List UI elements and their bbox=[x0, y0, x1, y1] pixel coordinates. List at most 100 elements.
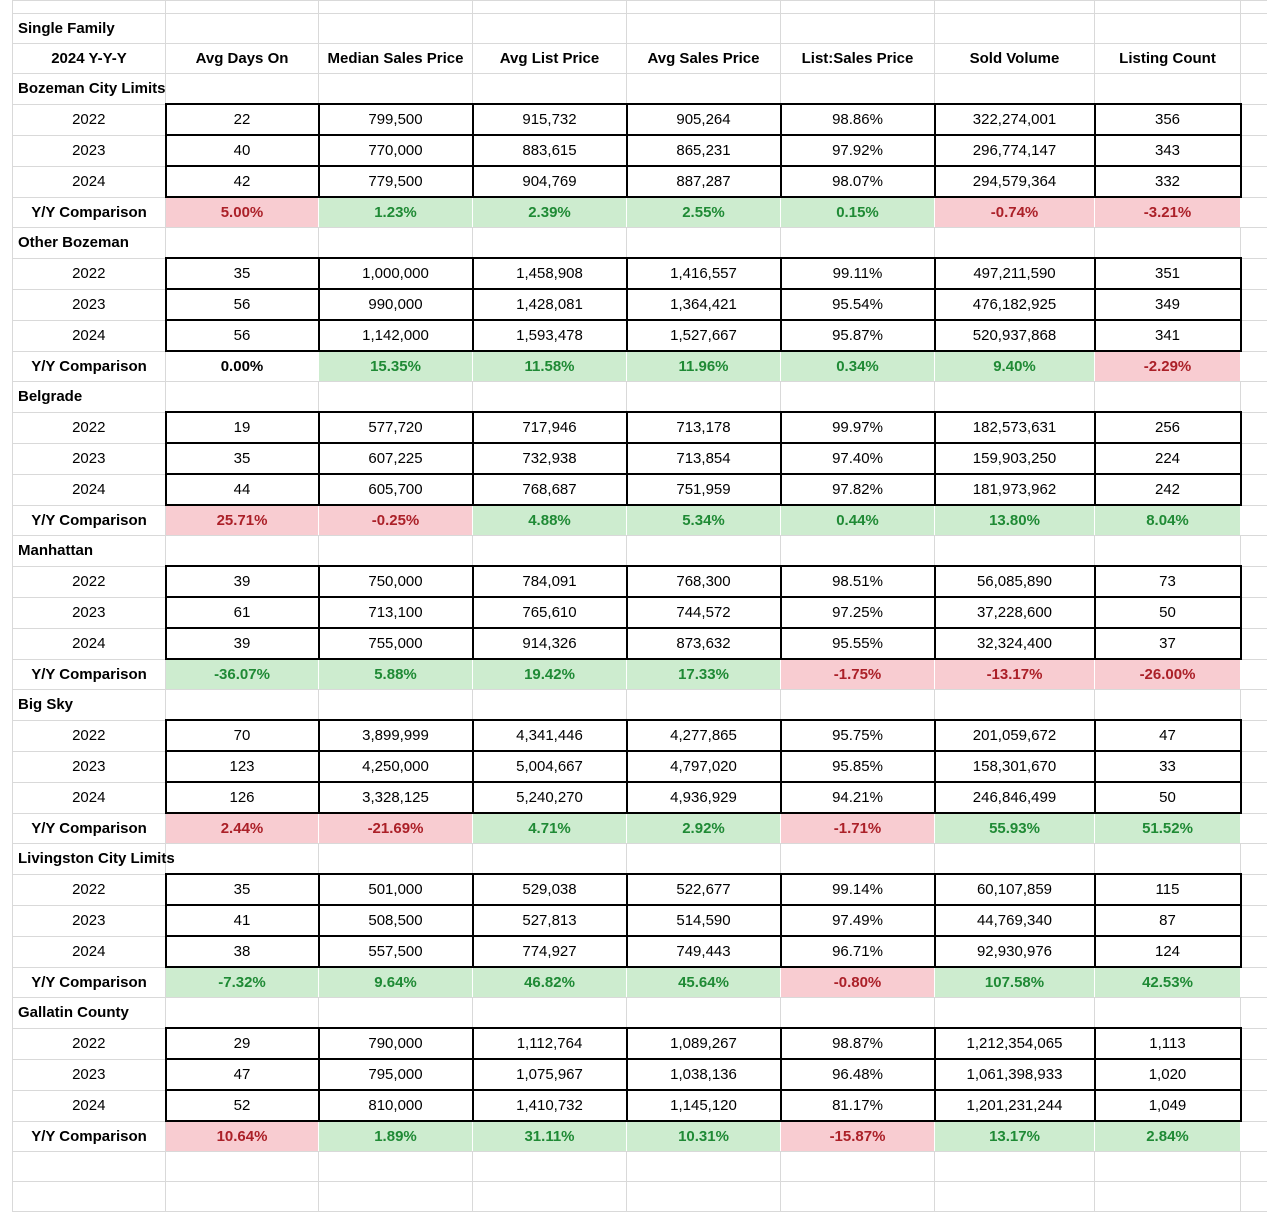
empty-cell[interactable] bbox=[166, 844, 319, 875]
value-cell[interactable]: 123 bbox=[166, 751, 319, 782]
empty-cell[interactable] bbox=[1241, 936, 1267, 967]
value-cell[interactable]: 713,100 bbox=[319, 597, 473, 628]
value-cell[interactable]: 749,443 bbox=[627, 936, 781, 967]
value-cell[interactable]: 904,769 bbox=[473, 166, 627, 197]
empty-cell[interactable] bbox=[781, 382, 935, 413]
value-cell[interactable]: 4,797,020 bbox=[627, 751, 781, 782]
empty-cell[interactable] bbox=[1095, 74, 1241, 105]
empty-cell[interactable] bbox=[935, 536, 1095, 567]
empty-cell[interactable] bbox=[319, 536, 473, 567]
value-cell[interactable]: 1,364,421 bbox=[627, 289, 781, 320]
value-cell[interactable]: 97.82% bbox=[781, 474, 935, 505]
empty-cell[interactable] bbox=[473, 844, 627, 875]
value-cell[interactable]: 294,579,364 bbox=[935, 166, 1095, 197]
empty-cell[interactable] bbox=[1241, 690, 1267, 721]
value-cell[interactable]: 81.17% bbox=[781, 1090, 935, 1121]
empty-cell[interactable] bbox=[1241, 258, 1267, 289]
value-cell[interactable]: 1,145,120 bbox=[627, 1090, 781, 1121]
empty-cell[interactable] bbox=[781, 998, 935, 1029]
value-cell[interactable]: 883,615 bbox=[473, 135, 627, 166]
empty-cell[interactable] bbox=[1241, 720, 1267, 751]
value-cell[interactable]: 35 bbox=[166, 443, 319, 474]
value-cell[interactable]: 476,182,925 bbox=[935, 289, 1095, 320]
year-cell[interactable]: 2022 bbox=[13, 874, 166, 905]
empty-cell[interactable] bbox=[781, 844, 935, 875]
empty-cell[interactable] bbox=[166, 228, 319, 259]
empty-cell[interactable] bbox=[1241, 104, 1267, 135]
value-cell[interactable]: 755,000 bbox=[319, 628, 473, 659]
empty-cell[interactable] bbox=[627, 690, 781, 721]
empty-cell[interactable] bbox=[1095, 1182, 1241, 1212]
empty-cell[interactable] bbox=[1241, 566, 1267, 597]
value-cell[interactable]: 905,264 bbox=[627, 104, 781, 135]
year-cell[interactable]: 2023 bbox=[13, 751, 166, 782]
empty-cell[interactable] bbox=[1241, 505, 1267, 536]
empty-cell[interactable] bbox=[781, 690, 935, 721]
value-cell[interactable]: 94.21% bbox=[781, 782, 935, 813]
value-cell[interactable]: 795,000 bbox=[319, 1059, 473, 1090]
yy-value-cell[interactable]: 5.88% bbox=[319, 659, 473, 690]
value-cell[interactable]: 1,061,398,933 bbox=[935, 1059, 1095, 1090]
empty-cell[interactable] bbox=[1241, 44, 1267, 74]
value-cell[interactable]: 98.87% bbox=[781, 1028, 935, 1059]
yy-value-cell[interactable]: -15.87% bbox=[781, 1121, 935, 1152]
value-cell[interactable]: 19 bbox=[166, 412, 319, 443]
report-title-cell[interactable]: Single Family bbox=[13, 14, 166, 44]
yy-value-cell[interactable]: 0.00% bbox=[166, 351, 319, 382]
report-period-cell[interactable]: 2024 Y-Y-Y bbox=[13, 44, 166, 74]
empty-cell[interactable] bbox=[13, 1152, 166, 1182]
value-cell[interactable]: 768,687 bbox=[473, 474, 627, 505]
empty-cell[interactable] bbox=[935, 14, 1095, 44]
empty-cell[interactable] bbox=[781, 14, 935, 44]
empty-cell[interactable] bbox=[935, 690, 1095, 721]
empty-cell[interactable] bbox=[935, 844, 1095, 875]
empty-cell[interactable] bbox=[473, 14, 627, 44]
empty-cell[interactable] bbox=[1241, 1121, 1267, 1152]
year-cell[interactable]: 2023 bbox=[13, 443, 166, 474]
value-cell[interactable]: 527,813 bbox=[473, 905, 627, 936]
value-cell[interactable]: 95.75% bbox=[781, 720, 935, 751]
value-cell[interactable]: 3,328,125 bbox=[319, 782, 473, 813]
section-name-cell[interactable]: Bozeman City Limits bbox=[13, 74, 166, 105]
empty-cell[interactable] bbox=[1241, 751, 1267, 782]
value-cell[interactable]: 717,946 bbox=[473, 412, 627, 443]
value-cell[interactable]: 1,527,667 bbox=[627, 320, 781, 351]
empty-cell[interactable] bbox=[166, 382, 319, 413]
value-cell[interactable]: 159,903,250 bbox=[935, 443, 1095, 474]
empty-cell[interactable] bbox=[1241, 536, 1267, 567]
yy-value-cell[interactable]: -36.07% bbox=[166, 659, 319, 690]
value-cell[interactable]: 790,000 bbox=[319, 1028, 473, 1059]
value-cell[interactable]: 351 bbox=[1095, 258, 1241, 289]
empty-cell[interactable] bbox=[627, 74, 781, 105]
year-cell[interactable]: 2024 bbox=[13, 782, 166, 813]
empty-cell[interactable] bbox=[1241, 474, 1267, 505]
value-cell[interactable]: 1,089,267 bbox=[627, 1028, 781, 1059]
value-cell[interactable]: 98.86% bbox=[781, 104, 935, 135]
empty-cell[interactable] bbox=[473, 690, 627, 721]
column-header-cell[interactable]: Avg List Price bbox=[473, 44, 627, 74]
yy-value-cell[interactable]: 55.93% bbox=[935, 813, 1095, 844]
yy-value-cell[interactable]: 4.88% bbox=[473, 505, 627, 536]
value-cell[interactable]: 1,020 bbox=[1095, 1059, 1241, 1090]
value-cell[interactable]: 35 bbox=[166, 874, 319, 905]
empty-cell[interactable] bbox=[1095, 690, 1241, 721]
value-cell[interactable]: 810,000 bbox=[319, 1090, 473, 1121]
empty-cell[interactable] bbox=[1095, 14, 1241, 44]
value-cell[interactable]: 529,038 bbox=[473, 874, 627, 905]
empty-cell[interactable] bbox=[166, 536, 319, 567]
year-cell[interactable]: 2024 bbox=[13, 320, 166, 351]
year-cell[interactable]: 2023 bbox=[13, 289, 166, 320]
yy-value-cell[interactable]: -3.21% bbox=[1095, 197, 1241, 228]
section-name-cell[interactable]: Other Bozeman bbox=[13, 228, 166, 259]
value-cell[interactable]: 37 bbox=[1095, 628, 1241, 659]
value-cell[interactable]: 522,677 bbox=[627, 874, 781, 905]
yy-value-cell[interactable]: 8.04% bbox=[1095, 505, 1241, 536]
empty-cell[interactable] bbox=[1241, 382, 1267, 413]
value-cell[interactable]: 501,000 bbox=[319, 874, 473, 905]
yy-value-cell[interactable]: 0.15% bbox=[781, 197, 935, 228]
empty-cell[interactable] bbox=[1241, 659, 1267, 690]
value-cell[interactable]: 1,112,764 bbox=[473, 1028, 627, 1059]
value-cell[interactable]: 95.85% bbox=[781, 751, 935, 782]
empty-cell[interactable] bbox=[473, 1, 627, 14]
empty-cell[interactable] bbox=[1241, 228, 1267, 259]
